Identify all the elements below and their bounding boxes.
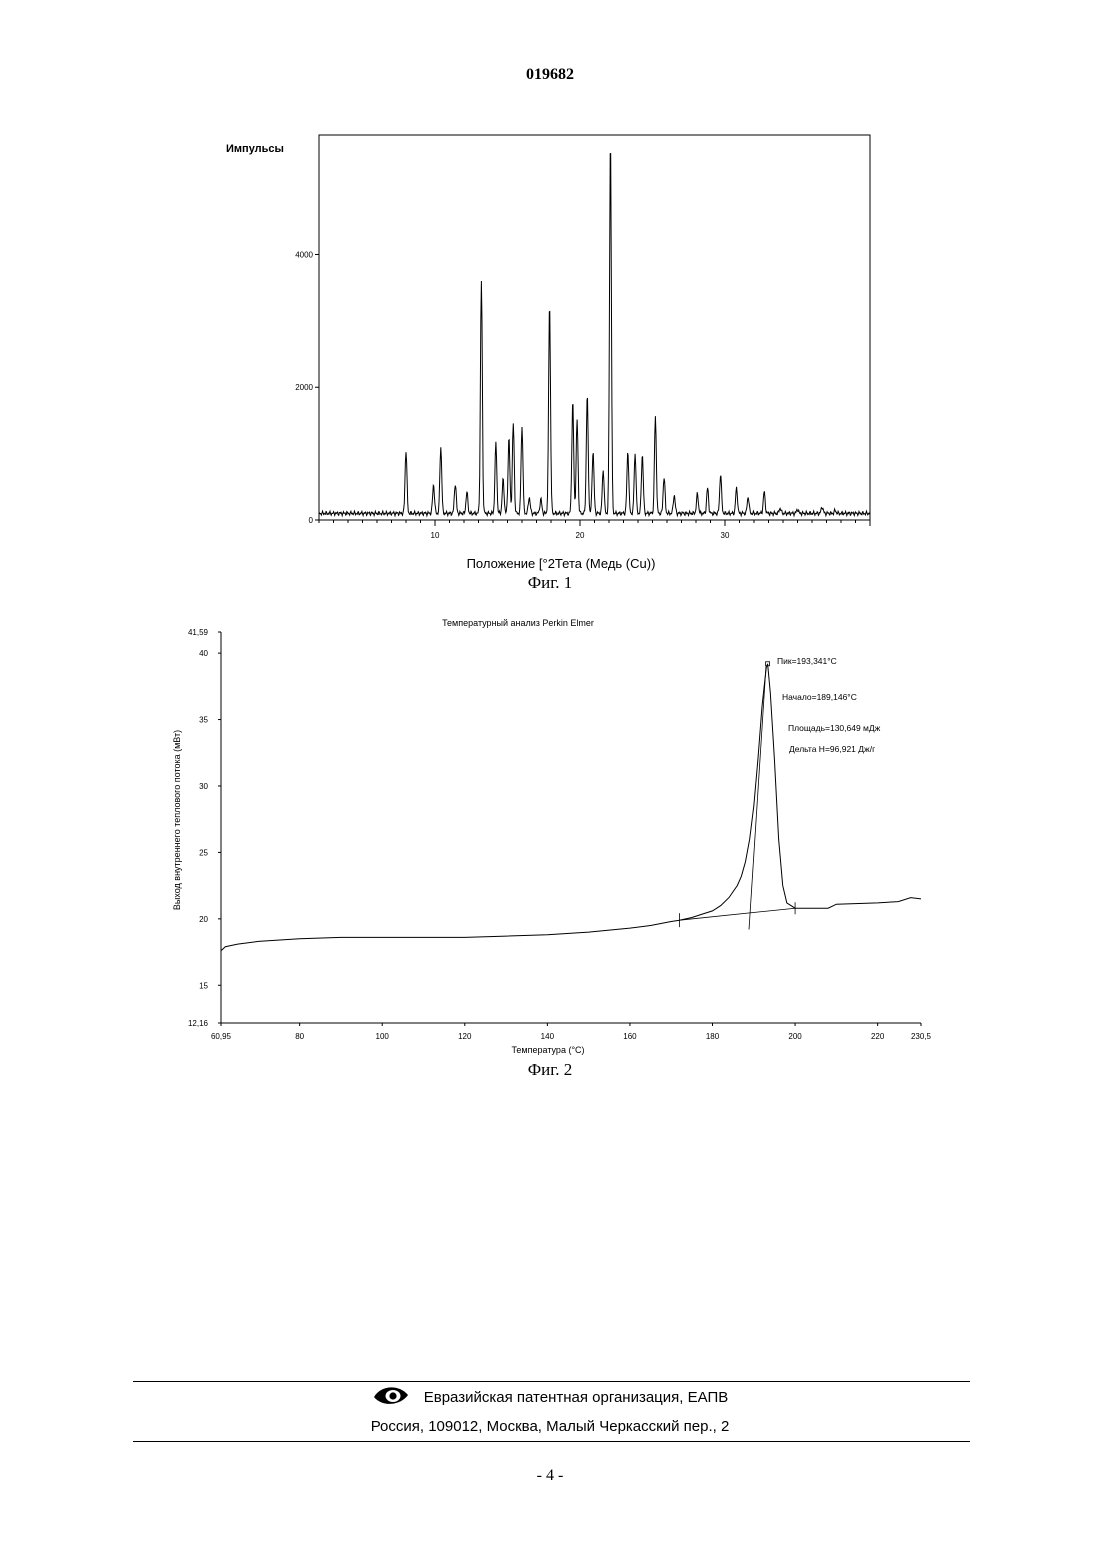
fig2-x-tick-label: 160	[623, 1032, 637, 1041]
footer-top-rule	[133, 1381, 970, 1382]
fig2-title: Температурный анализ Perkin Elmer	[442, 618, 594, 628]
fig2-annotation-onset: Начало=189,146°C	[782, 692, 857, 702]
figure-2-caption: Фиг. 2	[0, 1060, 1100, 1080]
fig2-y-ticks: 41,59 40 35 30 25 20 15 12,16	[188, 628, 221, 1028]
fig2-annotation-area: Площадь=130,649 мДж	[788, 723, 881, 733]
fig2-annotation-delta-h: Дельта H=96,921 Дж/г	[789, 744, 875, 754]
fig2-x-tick-label: 80	[295, 1032, 304, 1041]
footer-organization-line: Евразийская патентная организация, ЕАПВ	[0, 1386, 1100, 1410]
fig2-y-axis-label: Выход внутреннего теплового потока (мВт)	[172, 730, 182, 910]
fig2-onset-tangent-line	[749, 666, 766, 929]
footer-bottom-rule	[133, 1441, 970, 1442]
figure-2-dsc-chart: Температурный анализ Perkin Elmer 41,594…	[0, 0, 1100, 1100]
fig2-x-tick-label: 120	[458, 1032, 472, 1041]
eapo-eye-logo-icon	[372, 1386, 410, 1410]
footer-address: Россия, 109012, Москва, Малый Черкасский…	[0, 1418, 1100, 1435]
fig2-x-axis-label: Температура (°C)	[511, 1045, 584, 1055]
fig2-y-tick-label: 30	[199, 782, 208, 791]
footer-org-name: Евразийская патентная организация, ЕАПВ	[424, 1389, 729, 1406]
fig2-x-ticks: 60,95 80 100 120 140 160 180 200 220 230,5	[211, 1023, 932, 1041]
fig2-annotation-peak: Пик=193,341°C	[777, 656, 837, 666]
fig2-x-tick-label: 200	[788, 1032, 802, 1041]
fig2-heat-flow-curve	[221, 664, 921, 951]
fig2-integration-baseline	[679, 908, 795, 920]
fig2-y-tick-label: 41,59	[188, 628, 209, 637]
fig2-x-tick-label: 220	[871, 1032, 885, 1041]
fig2-y-tick-label: 15	[199, 981, 208, 990]
page-number: - 4 -	[0, 1467, 1100, 1485]
fig2-y-tick-label: 35	[199, 716, 208, 725]
fig2-x-tick-label: 230,5	[911, 1032, 932, 1041]
fig2-y-tick-label: 12,16	[188, 1019, 209, 1028]
fig2-y-tick-label: 20	[199, 915, 208, 924]
fig2-x-tick-label: 140	[541, 1032, 555, 1041]
fig2-x-tick-label: 180	[706, 1032, 720, 1041]
fig2-y-tick-label: 25	[199, 848, 208, 857]
fig2-x-tick-label: 60,95	[211, 1032, 232, 1041]
fig2-y-tick-label: 40	[199, 649, 208, 658]
fig2-x-tick-label: 100	[376, 1032, 390, 1041]
